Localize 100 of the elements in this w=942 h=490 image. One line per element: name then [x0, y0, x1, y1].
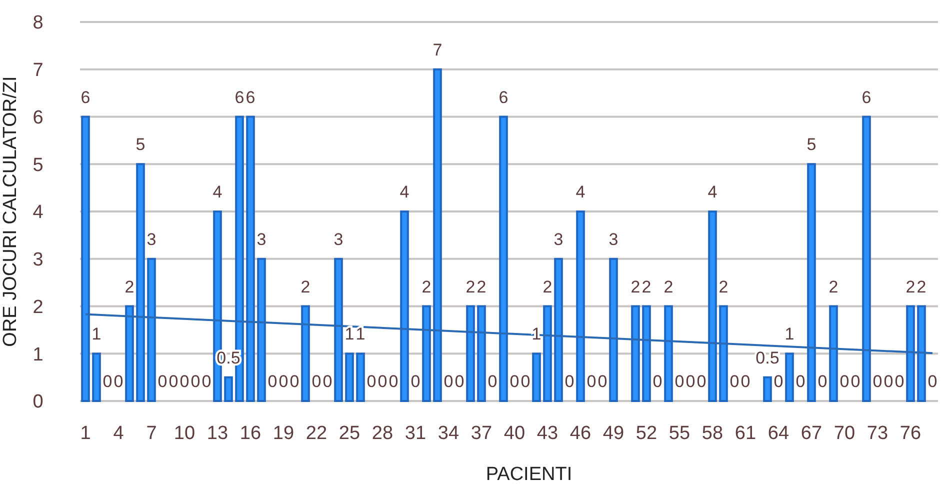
bar: [147, 258, 156, 402]
x-tick-label: 10: [174, 423, 196, 444]
data-label: 4: [708, 182, 718, 202]
data-label: 0: [488, 372, 498, 391]
y-tick-label: 8: [32, 12, 44, 34]
data-label: 2: [630, 277, 640, 296]
data-label: 0: [872, 372, 882, 391]
x-tick-label: 13: [206, 423, 228, 444]
data-label: 2: [642, 277, 652, 296]
x-tick-label: 16: [240, 423, 262, 444]
data-label: 4: [576, 182, 586, 202]
bar: [631, 305, 640, 402]
bar: [499, 116, 508, 402]
data-label: 3: [334, 230, 344, 249]
bar: [829, 305, 838, 402]
data-label: 0.5: [756, 348, 780, 368]
bar: [719, 305, 728, 402]
bar: [466, 305, 475, 402]
data-label: 6: [862, 88, 872, 107]
x-tick-label: 37: [470, 423, 492, 444]
data-label: 2: [718, 277, 728, 296]
x-tick-label: 49: [602, 423, 624, 444]
data-label: 5: [806, 135, 816, 154]
y-axis-title: ORE JOCURI CALCULATOR/ZI: [0, 76, 21, 347]
data-label: 4: [400, 182, 410, 202]
x-tick-label: 70: [834, 423, 856, 444]
x-tick-label: 22: [306, 423, 328, 444]
bar: [554, 258, 563, 402]
y-tick-label: 4: [32, 202, 44, 224]
x-tick-label: 67: [800, 423, 822, 444]
data-label: 1: [356, 324, 366, 344]
x-tick-label: 52: [636, 423, 658, 444]
bar: [433, 68, 442, 402]
data-label: 0: [586, 372, 596, 391]
data-label: 0: [884, 372, 894, 391]
data-label: 0: [730, 372, 740, 391]
data-label: 0: [520, 372, 530, 391]
data-label: 0: [180, 372, 190, 391]
data-label: 2: [664, 277, 674, 296]
bar: [708, 210, 717, 402]
y-tick-label: 6: [32, 107, 44, 128]
data-label: 0: [202, 372, 212, 391]
x-tick-label: 28: [372, 423, 394, 444]
data-label: 0: [366, 372, 376, 391]
data-label: 0: [278, 372, 288, 391]
data-label: 0: [598, 372, 608, 391]
data-label: 2: [828, 277, 838, 296]
bar: [422, 305, 431, 402]
data-label: 0: [378, 372, 388, 391]
data-label: 2: [476, 277, 486, 296]
data-label: 0: [686, 372, 696, 391]
data-label: 0: [840, 372, 850, 391]
data-label: 0: [674, 372, 684, 391]
data-label: 6: [234, 88, 244, 107]
y-tick-label: 5: [32, 154, 44, 176]
bar: [543, 305, 552, 402]
y-tick-label: 0: [32, 392, 44, 413]
bar: [125, 305, 134, 402]
data-label: 2: [916, 277, 926, 296]
x-tick-label: 4: [113, 423, 124, 444]
x-tick-label: 76: [900, 423, 922, 444]
data-label: 3: [146, 230, 156, 249]
y-tick-label: 1: [32, 344, 44, 366]
data-label: 6: [246, 88, 256, 107]
bar: [763, 376, 772, 402]
bar: [301, 305, 310, 402]
data-label: 0: [268, 372, 278, 391]
data-label: 0: [696, 372, 706, 391]
bar: [576, 210, 585, 402]
bar: [862, 116, 871, 402]
x-tick-label: 73: [866, 423, 888, 444]
data-label: 6: [80, 88, 90, 107]
data-label: 0: [158, 372, 168, 391]
x-tick-label: 31: [404, 423, 426, 444]
x-tick-label: 58: [702, 423, 724, 444]
bar: [400, 210, 409, 402]
data-label: 2: [542, 277, 552, 296]
data-label: 2: [906, 277, 916, 296]
bar: [609, 258, 618, 402]
x-tick-label: 25: [338, 423, 360, 444]
data-label: 3: [608, 230, 618, 249]
y-tick-label: 7: [32, 60, 44, 82]
data-label: 0: [410, 372, 420, 391]
x-axis-title: PACIENTI: [486, 464, 572, 485]
x-tick-label: 55: [668, 423, 690, 444]
data-label: 0: [510, 372, 520, 391]
data-label: 0: [454, 372, 464, 391]
bar: [224, 376, 233, 402]
bar: [532, 352, 541, 402]
bar: [92, 352, 101, 402]
bar: [917, 305, 926, 402]
x-tick-label: 19: [272, 423, 294, 444]
bar: [246, 116, 255, 402]
bar: [807, 163, 816, 402]
y-tick-label: 3: [32, 250, 44, 271]
data-label: 2: [422, 277, 432, 296]
data-label: 0: [652, 372, 662, 391]
data-label: 0: [312, 372, 322, 391]
data-label: 2: [466, 277, 476, 296]
data-label: 0: [290, 372, 300, 391]
